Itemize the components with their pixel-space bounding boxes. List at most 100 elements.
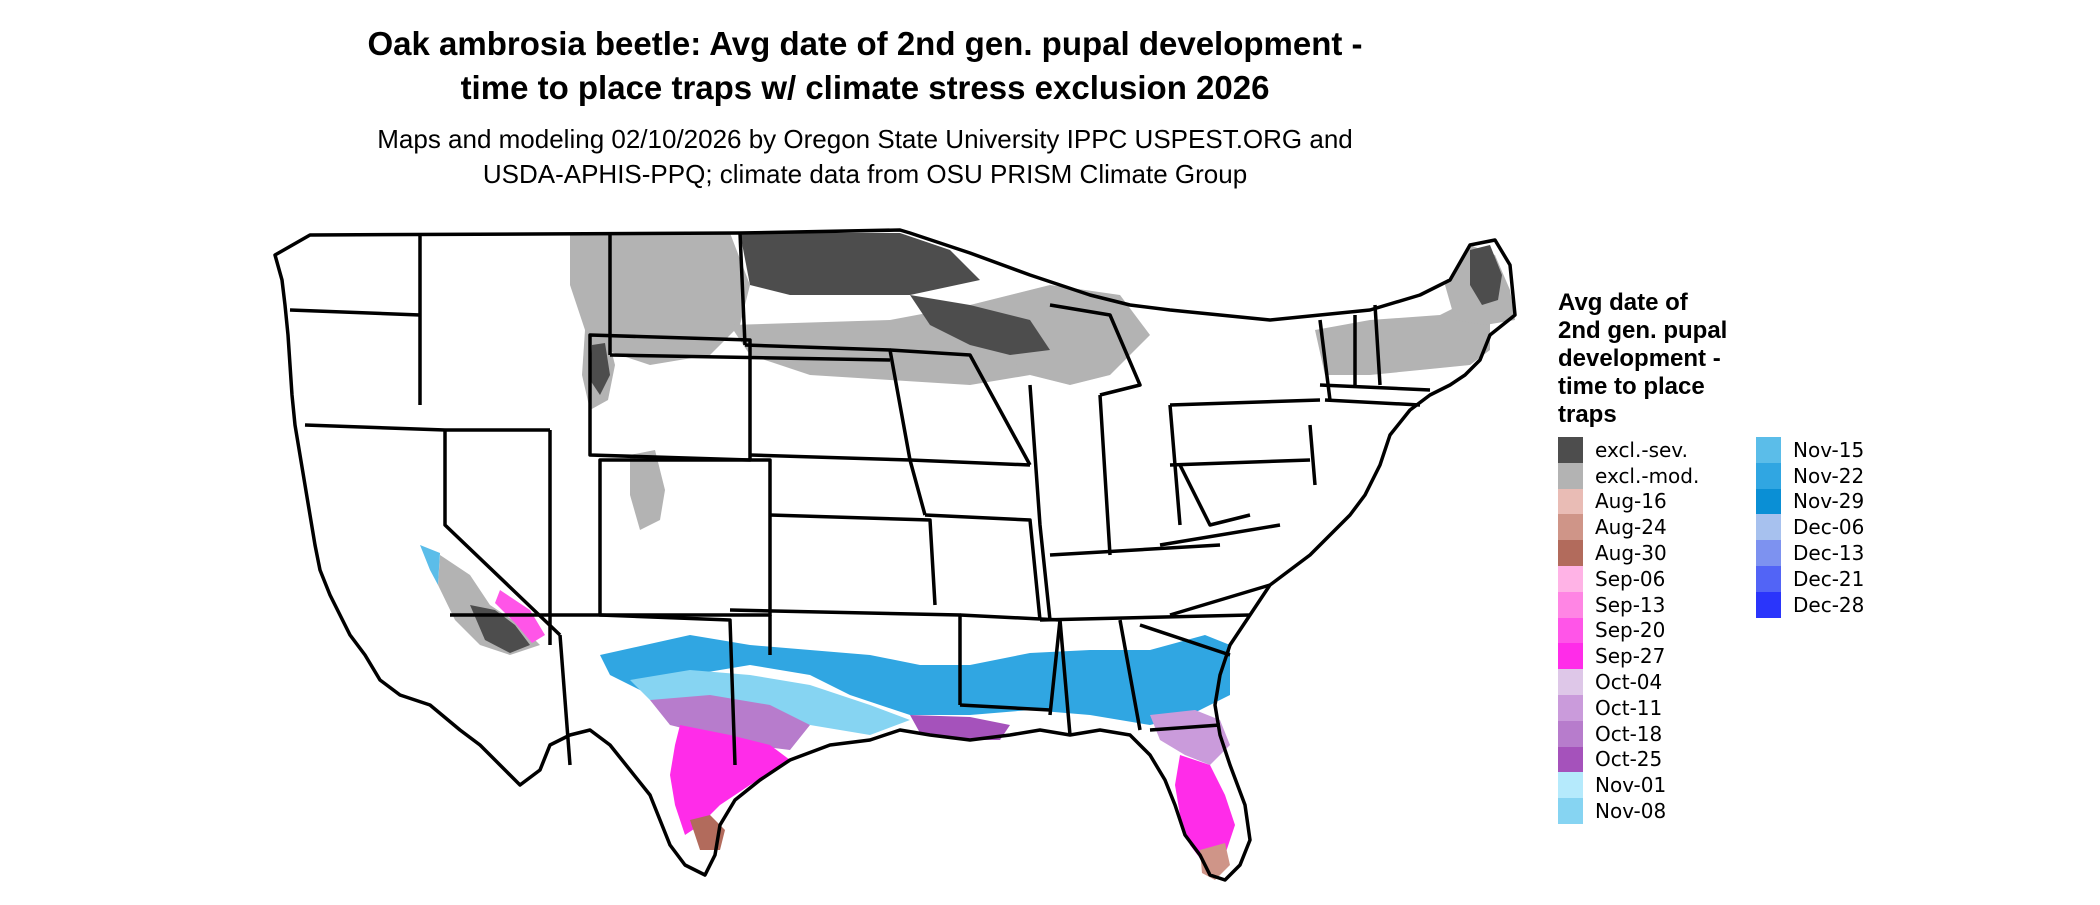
border-az bbox=[558, 634, 572, 766]
us-outline bbox=[273, 228, 1517, 882]
legend-item: Oct-25 bbox=[1558, 746, 1699, 773]
legend-item: Dec-28 bbox=[1756, 591, 1865, 618]
legend-swatch bbox=[1558, 540, 1583, 566]
legend-label: Dec-28 bbox=[1793, 592, 1865, 617]
legend-swatch bbox=[1558, 565, 1583, 592]
zone-excl-sev-southwest bbox=[470, 605, 530, 653]
legend-label: Dec-13 bbox=[1793, 541, 1865, 566]
border-ga-sc bbox=[1139, 623, 1231, 657]
border-va bbox=[1159, 523, 1281, 547]
zone-sep-texas bbox=[670, 725, 790, 835]
legend-title-line: Avg date of bbox=[1558, 289, 1688, 316]
legend-item: Sep-20 bbox=[1558, 617, 1699, 644]
legend-item: Aug-16 bbox=[1558, 488, 1699, 515]
zone-sep-florida bbox=[1175, 755, 1235, 865]
legend-label: Nov-01 bbox=[1595, 773, 1667, 798]
legend-swatch bbox=[1558, 694, 1583, 721]
border-nv bbox=[443, 430, 562, 637]
legend-label: Dec-21 bbox=[1793, 566, 1865, 591]
legend-swatch bbox=[1756, 462, 1781, 489]
border-nm bbox=[599, 613, 737, 766]
border-sd bbox=[609, 353, 891, 362]
state-borders bbox=[273, 228, 1517, 882]
legend-label: Dec-06 bbox=[1793, 515, 1865, 540]
border-nj bbox=[1308, 424, 1317, 486]
border-ma-ct bbox=[1324, 398, 1421, 407]
zone-excl-sev-north bbox=[740, 233, 980, 295]
legend-swatch bbox=[1558, 617, 1583, 644]
legend-label: Oct-25 bbox=[1595, 747, 1663, 772]
border-wa-or bbox=[289, 308, 421, 317]
legend-swatch bbox=[1756, 488, 1781, 515]
legend-title-line: 2nd gen. pupal bbox=[1558, 317, 1728, 344]
zone-oct-louisiana bbox=[910, 715, 1010, 740]
legend-item: Nov-08 bbox=[1558, 798, 1699, 824]
border-nd-mn bbox=[738, 232, 747, 346]
zone-excl-mod-north bbox=[570, 233, 750, 365]
legend-column-2: Nov-15 Nov-22 Nov-29 Dec-06 Dec-13 Dec-21 Dec-… bbox=[1756, 437, 1864, 618]
legend-label: Oct-11 bbox=[1595, 695, 1663, 720]
legend-item: Nov-29 bbox=[1756, 488, 1865, 515]
legend-item: Nov-15 bbox=[1756, 437, 1864, 463]
legend-title-line: time to place bbox=[1558, 373, 1705, 400]
legend-swatch bbox=[1756, 565, 1781, 592]
legend-item: Sep-27 bbox=[1558, 643, 1699, 670]
border-mi bbox=[1049, 303, 1142, 397]
legend-label: Sep-13 bbox=[1595, 592, 1666, 617]
legend-swatch bbox=[1558, 514, 1583, 541]
zone-oct-florida bbox=[1150, 710, 1230, 765]
border-mo bbox=[924, 513, 1042, 621]
legend-swatch bbox=[1558, 798, 1583, 824]
border-pa-ny bbox=[1169, 398, 1321, 407]
zone-excl-mod-northeast bbox=[1315, 300, 1490, 375]
legend-item: Dec-06 bbox=[1756, 514, 1865, 541]
legend-title-line: traps bbox=[1558, 401, 1617, 428]
map-title-line-2: time to place traps w/ climate stress ex… bbox=[460, 69, 1270, 106]
legend-label: Nov-08 bbox=[1595, 799, 1667, 824]
legend-swatch bbox=[1558, 437, 1583, 463]
legend-item: Oct-18 bbox=[1558, 720, 1699, 747]
legend-swatch bbox=[1558, 643, 1583, 670]
map-subtitle-line-1: Maps and modeling 02/10/2026 by Oregon S… bbox=[377, 124, 1353, 154]
legend-swatch bbox=[1558, 669, 1583, 695]
legend-item: Aug-30 bbox=[1558, 540, 1699, 566]
legend-item: Aug-24 bbox=[1558, 514, 1699, 541]
legend-item: Sep-06 bbox=[1558, 565, 1699, 592]
zone-nov-southwest bbox=[420, 545, 440, 585]
legend-label: Sep-27 bbox=[1595, 644, 1666, 669]
border-wi-il bbox=[889, 348, 1032, 466]
border-al-ga bbox=[1118, 619, 1142, 731]
zone-oct-texas bbox=[650, 695, 810, 750]
map-subtitle: Maps and modeling 02/10/2026 by Oregon S… bbox=[290, 122, 1440, 192]
border-ne bbox=[749, 453, 927, 516]
date-zones bbox=[420, 233, 1515, 880]
legend-label: Aug-16 bbox=[1595, 489, 1667, 514]
legend-label: Nov-22 bbox=[1793, 463, 1865, 488]
legend-item: excl.-mod. bbox=[1558, 462, 1699, 489]
legend-label: Nov-15 bbox=[1793, 437, 1865, 462]
legend-label: Nov-29 bbox=[1793, 489, 1865, 514]
border-ia-mo bbox=[909, 458, 1031, 467]
map-subtitle-line-2: USDA-APHIS-PPQ; climate data from OSU PR… bbox=[482, 159, 1248, 189]
border-co bbox=[598, 458, 772, 617]
us-map bbox=[273, 228, 1517, 882]
border-new-england bbox=[1319, 383, 1431, 392]
border-il-in bbox=[1028, 384, 1052, 621]
legend-swatch bbox=[1756, 540, 1781, 566]
legend-swatch bbox=[1558, 746, 1583, 773]
zone-excl-sev-maine bbox=[1470, 245, 1502, 305]
legend-item: Nov-01 bbox=[1558, 772, 1699, 799]
border-la bbox=[959, 703, 1051, 712]
zone-excl-sev-minnesota bbox=[910, 295, 1050, 355]
legend-swatch bbox=[1558, 720, 1583, 747]
legend-label: Oct-18 bbox=[1595, 721, 1663, 746]
border-ga-fl bbox=[1149, 723, 1221, 732]
border-wv bbox=[1178, 464, 1251, 527]
legend-item: Nov-22 bbox=[1756, 462, 1865, 489]
border-or-ca bbox=[304, 423, 446, 432]
legend-item: Oct-11 bbox=[1558, 694, 1699, 721]
legend-title: Avg date of 2nd gen. pupal development -… bbox=[1558, 289, 1788, 429]
border-nc bbox=[1169, 583, 1271, 617]
legend-swatch bbox=[1756, 514, 1781, 541]
legend-label: Sep-20 bbox=[1595, 618, 1666, 643]
